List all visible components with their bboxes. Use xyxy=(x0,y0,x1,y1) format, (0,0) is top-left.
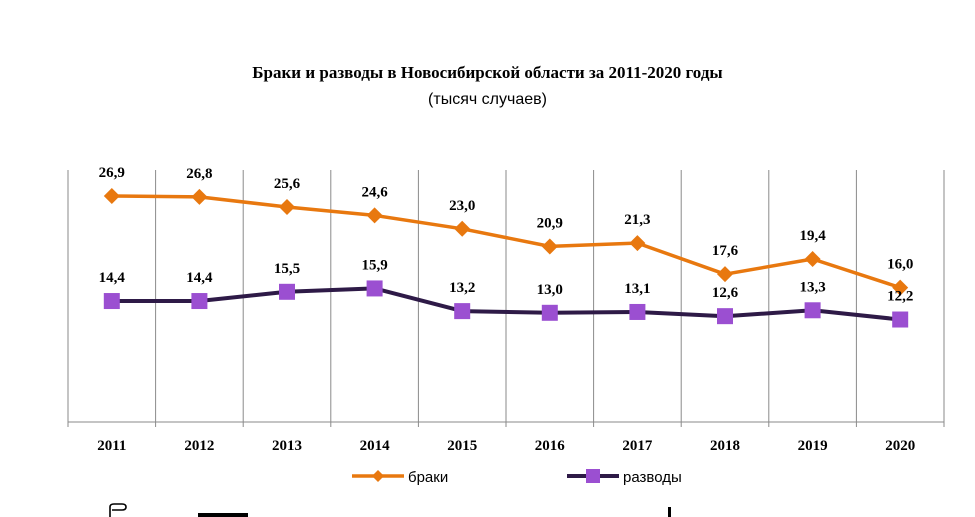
legend-marker xyxy=(586,469,600,483)
x-tick-label: 2012 xyxy=(184,438,214,454)
cut-off-text-fragment xyxy=(108,503,708,517)
legend-label: разводы xyxy=(623,469,682,486)
data-label: 19,4 xyxy=(799,228,826,244)
data-label: 12,6 xyxy=(712,285,739,301)
data-point-razvody xyxy=(103,293,120,310)
x-tick-label: 2013 xyxy=(272,438,302,454)
data-point-razvody xyxy=(454,303,471,320)
x-tick-label: 2020 xyxy=(885,438,915,454)
data-label: 21,3 xyxy=(624,212,650,228)
data-label: 13,3 xyxy=(799,279,825,295)
data-label: 13,2 xyxy=(449,280,475,296)
x-tick-label: 2017 xyxy=(622,438,653,454)
chart-subtitle: (тысяч случаев) xyxy=(428,91,547,108)
data-point-braki xyxy=(541,238,558,255)
data-label: 25,6 xyxy=(274,176,301,192)
data-point-braki xyxy=(191,188,208,205)
data-point-braki xyxy=(717,266,733,283)
series-line-braki xyxy=(111,194,901,290)
data-label: 15,5 xyxy=(274,261,300,277)
data-label: 15,9 xyxy=(361,257,387,273)
data-label: 16,0 xyxy=(887,257,913,273)
data-point-braki xyxy=(366,207,383,224)
legend-razvody: разводы xyxy=(567,469,682,486)
data-label: 26,9 xyxy=(99,165,125,181)
x-tick-label: 2016 xyxy=(535,438,566,454)
data-point-razvody xyxy=(279,283,295,300)
data-point-razvody xyxy=(804,302,821,319)
data-point-braki xyxy=(103,188,120,205)
data-point-braki xyxy=(454,220,471,237)
data-label: 23,0 xyxy=(449,198,475,214)
chart-title: Браки и разводы в Новосибирской области … xyxy=(252,63,723,82)
x-tick-label: 2014 xyxy=(360,438,391,454)
data-point-razvody xyxy=(191,293,208,310)
data-label: 26,8 xyxy=(186,166,212,182)
x-tick-label: 2018 xyxy=(710,438,740,454)
data-label: 14,4 xyxy=(99,270,126,286)
x-tick-label: 2019 xyxy=(798,438,828,454)
data-label: 20,9 xyxy=(537,215,563,231)
series-line-razvody xyxy=(111,286,901,322)
legend-label: браки xyxy=(408,469,448,486)
legend-braki: браки xyxy=(352,469,448,486)
data-label: 13,0 xyxy=(537,282,563,298)
data-point-razvody xyxy=(366,280,383,297)
x-tick-label: 2015 xyxy=(447,438,477,454)
data-point-braki xyxy=(279,198,295,215)
data-point-razvody xyxy=(717,308,733,325)
data-label: 13,1 xyxy=(624,281,650,297)
data-label: 17,6 xyxy=(712,243,739,259)
data-point-braki xyxy=(804,251,821,268)
data-label: 12,2 xyxy=(887,289,913,305)
data-point-razvody xyxy=(541,304,558,321)
data-point-razvody xyxy=(629,303,646,320)
x-tick-label: 2011 xyxy=(97,438,126,454)
legend-marker xyxy=(372,470,384,482)
data-label: 24,6 xyxy=(361,184,388,200)
data-point-braki xyxy=(892,279,909,296)
data-point-razvody xyxy=(892,311,909,328)
data-label: 14,4 xyxy=(186,270,213,286)
data-point-braki xyxy=(629,235,646,252)
